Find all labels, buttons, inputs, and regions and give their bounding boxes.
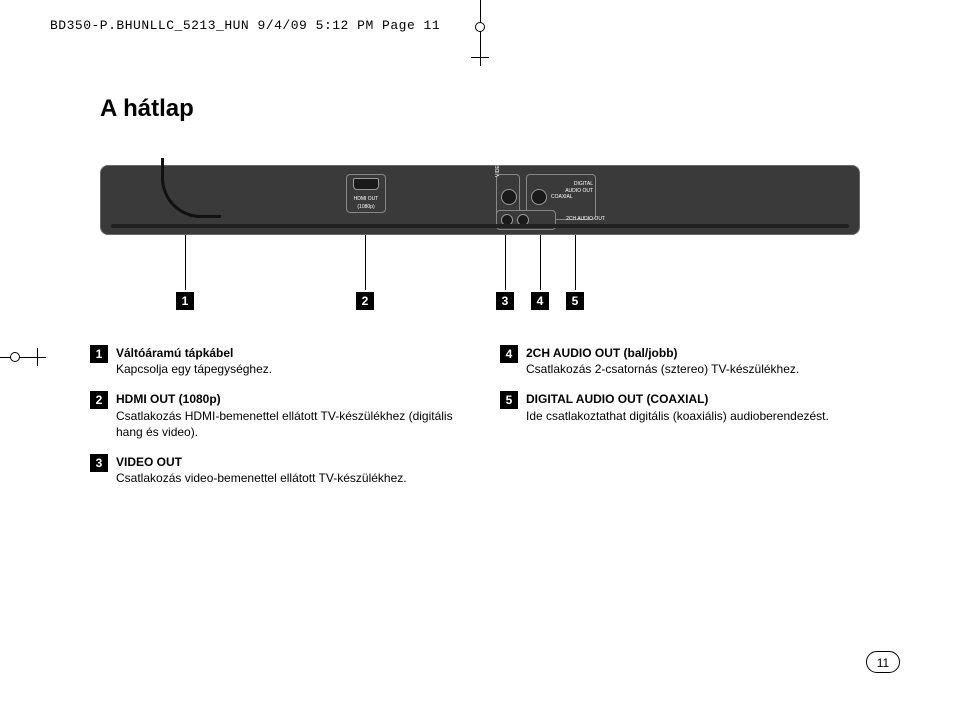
device-shelf [111,224,849,228]
hdmi-label2: (1080p) [351,205,381,211]
audio2ch-label: 2CH AUDIO OUT [566,217,605,223]
rear-panel-diagram: HDMI OUT (1080p) VIDEO OUT COAXIAL DIGIT… [100,165,860,235]
hdmi-port-group: HDMI OUT (1080p) [346,174,386,213]
callout-1: 1 [176,292,194,310]
item-3-title: VIDEO OUT [116,455,182,469]
badge-3: 3 [90,454,108,472]
callout-line-2 [365,235,366,290]
power-cable-icon [161,158,221,218]
callout-line-4 [540,235,541,290]
item-1-desc: Kapcsolja egy tápegységhez. [116,362,272,376]
callout-5: 5 [566,292,584,310]
item-5-desc: Ide csatlakoztathat digitális (koaxiális… [526,409,829,423]
page-number: 11 [866,651,900,673]
left-column: 1 Váltóáramú tápkábel Kapcsolja egy tápe… [90,345,470,500]
coax-port-icon [531,189,547,205]
badge-5: 5 [500,391,518,409]
right-column: 4 2CH AUDIO OUT (bal/jobb) Csatlakozás 2… [500,345,880,500]
crop-circle-top [475,22,485,32]
item-5-title: DIGITAL AUDIO OUT (COAXIAL) [526,392,708,406]
item-2-title: HDMI OUT (1080p) [116,392,221,406]
hdmi-label1: HDMI OUT [351,197,381,203]
digaudio-label2: AUDIO OUT [565,188,593,194]
crop-cross-left [28,348,46,366]
callout-3: 3 [496,292,514,310]
description-columns: 1 Váltóáramú tápkábel Kapcsolja egy tápe… [90,345,880,500]
callout-line-3 [505,235,506,290]
item-2-desc: Csatlakozás HDMI-bemenettel ellátott TV-… [116,409,453,439]
item-4-title: 2CH AUDIO OUT (bal/jobb) [526,346,678,360]
item-3: 3 VIDEO OUT Csatlakozás video-bemenettel… [90,454,470,486]
callout-line-5 [575,235,576,290]
badge-4: 4 [500,345,518,363]
hdmi-port-icon [353,178,379,190]
video-port-icon [501,189,517,205]
digaudio-label1: DIGITAL [574,181,593,187]
item-3-desc: Csatlakozás video-bemenettel ellátott TV… [116,471,407,485]
item-5: 5 DIGITAL AUDIO OUT (COAXIAL) Ide csatla… [500,391,880,423]
page-title: A hátlap [100,95,194,123]
item-1: 1 Váltóáramú tápkábel Kapcsolja egy tápe… [90,345,470,377]
badge-2: 2 [90,391,108,409]
crop-circle-left [10,352,20,362]
video-label: VIDEO OUT [495,137,501,177]
callout-line-1 [185,235,186,290]
coax-label: COAXIAL [551,195,573,201]
item-2: 2 HDMI OUT (1080p) Csatlakozás HDMI-beme… [90,391,470,440]
item-1-title: Váltóáramú tápkábel [116,346,233,360]
crop-cross-top [471,48,489,66]
badge-1: 1 [90,345,108,363]
item-4: 4 2CH AUDIO OUT (bal/jobb) Csatlakozás 2… [500,345,880,377]
callout-4: 4 [531,292,549,310]
print-header: BD350-P.BHUNLLC_5213_HUN 9/4/09 5:12 PM … [50,18,440,33]
item-4-desc: Csatlakozás 2-csatornás (sztereo) TV-kés… [526,362,799,376]
callout-2: 2 [356,292,374,310]
